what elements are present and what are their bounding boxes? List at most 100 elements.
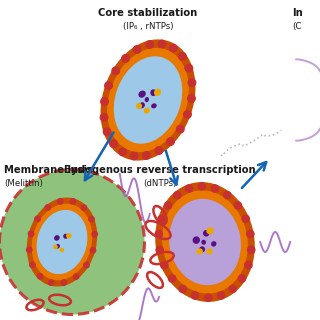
Circle shape: [245, 261, 252, 269]
Text: Endogenous reverse transcription: Endogenous reverse transcription: [64, 165, 256, 175]
Ellipse shape: [154, 89, 161, 96]
Circle shape: [169, 275, 176, 282]
Ellipse shape: [201, 240, 206, 245]
Ellipse shape: [107, 48, 189, 152]
Circle shape: [224, 191, 231, 199]
Circle shape: [204, 294, 212, 301]
Circle shape: [198, 183, 205, 190]
Circle shape: [167, 138, 174, 145]
Circle shape: [122, 55, 129, 62]
Circle shape: [211, 185, 219, 192]
Text: In: In: [292, 8, 303, 18]
Text: (C: (C: [292, 22, 301, 31]
Text: Membrane lysis: Membrane lysis: [4, 165, 93, 175]
Ellipse shape: [145, 97, 149, 102]
Circle shape: [92, 231, 98, 237]
Circle shape: [28, 231, 34, 236]
Ellipse shape: [196, 248, 203, 255]
Ellipse shape: [151, 103, 157, 108]
Circle shape: [156, 246, 163, 254]
Circle shape: [170, 44, 177, 52]
Text: (Melittin): (Melittin): [4, 179, 43, 188]
Circle shape: [158, 40, 166, 48]
Circle shape: [112, 67, 119, 75]
Text: (IP₆ , rNTPs): (IP₆ , rNTPs): [123, 22, 173, 31]
Circle shape: [155, 147, 163, 154]
Ellipse shape: [63, 234, 68, 239]
Circle shape: [61, 280, 67, 285]
Circle shape: [27, 247, 32, 252]
Circle shape: [185, 64, 193, 72]
Circle shape: [174, 191, 181, 199]
Circle shape: [110, 140, 117, 148]
Ellipse shape: [114, 56, 182, 144]
Circle shape: [89, 216, 94, 222]
Circle shape: [185, 185, 193, 192]
Ellipse shape: [60, 248, 64, 252]
Ellipse shape: [211, 241, 216, 247]
Circle shape: [179, 52, 186, 60]
Circle shape: [35, 216, 40, 221]
Circle shape: [188, 95, 195, 102]
Circle shape: [179, 285, 186, 292]
Ellipse shape: [162, 190, 248, 293]
Ellipse shape: [32, 204, 92, 280]
Ellipse shape: [136, 103, 142, 109]
Circle shape: [158, 215, 165, 222]
Circle shape: [58, 199, 63, 204]
Ellipse shape: [169, 199, 241, 285]
Ellipse shape: [206, 248, 212, 254]
Ellipse shape: [100, 39, 196, 161]
Circle shape: [100, 114, 108, 121]
Circle shape: [248, 246, 255, 253]
Circle shape: [84, 262, 89, 268]
Circle shape: [70, 199, 76, 204]
Ellipse shape: [155, 182, 255, 302]
Text: Core stabilization: Core stabilization: [98, 8, 198, 18]
Circle shape: [229, 285, 236, 292]
Ellipse shape: [150, 89, 156, 96]
Ellipse shape: [139, 91, 146, 98]
Ellipse shape: [144, 108, 150, 114]
Circle shape: [191, 292, 199, 299]
Circle shape: [234, 202, 242, 209]
Circle shape: [133, 46, 141, 53]
Ellipse shape: [36, 210, 87, 274]
Ellipse shape: [199, 246, 205, 252]
Ellipse shape: [54, 235, 60, 241]
Circle shape: [242, 215, 249, 222]
Circle shape: [164, 202, 172, 209]
Circle shape: [119, 148, 126, 156]
Circle shape: [37, 274, 43, 279]
Circle shape: [238, 275, 246, 282]
Circle shape: [155, 230, 163, 238]
Circle shape: [90, 248, 96, 253]
Circle shape: [45, 205, 51, 210]
Circle shape: [217, 292, 225, 299]
Ellipse shape: [203, 230, 210, 236]
Ellipse shape: [27, 197, 97, 286]
Ellipse shape: [53, 245, 58, 249]
Circle shape: [188, 79, 196, 86]
Circle shape: [81, 205, 87, 211]
Circle shape: [105, 82, 112, 89]
Circle shape: [103, 128, 111, 136]
Text: (dNTPs): (dNTPs): [143, 179, 177, 188]
Ellipse shape: [193, 236, 200, 244]
Ellipse shape: [139, 102, 145, 108]
Circle shape: [48, 280, 54, 285]
Ellipse shape: [56, 244, 60, 249]
Circle shape: [146, 41, 153, 48]
Circle shape: [161, 261, 168, 269]
Circle shape: [184, 111, 191, 118]
Ellipse shape: [66, 233, 72, 238]
Ellipse shape: [0, 170, 145, 315]
Circle shape: [73, 274, 79, 279]
Circle shape: [130, 152, 138, 160]
Circle shape: [30, 262, 35, 268]
Circle shape: [101, 98, 108, 105]
Ellipse shape: [206, 227, 214, 235]
Circle shape: [177, 125, 184, 133]
Circle shape: [143, 152, 150, 159]
Circle shape: [247, 230, 254, 238]
